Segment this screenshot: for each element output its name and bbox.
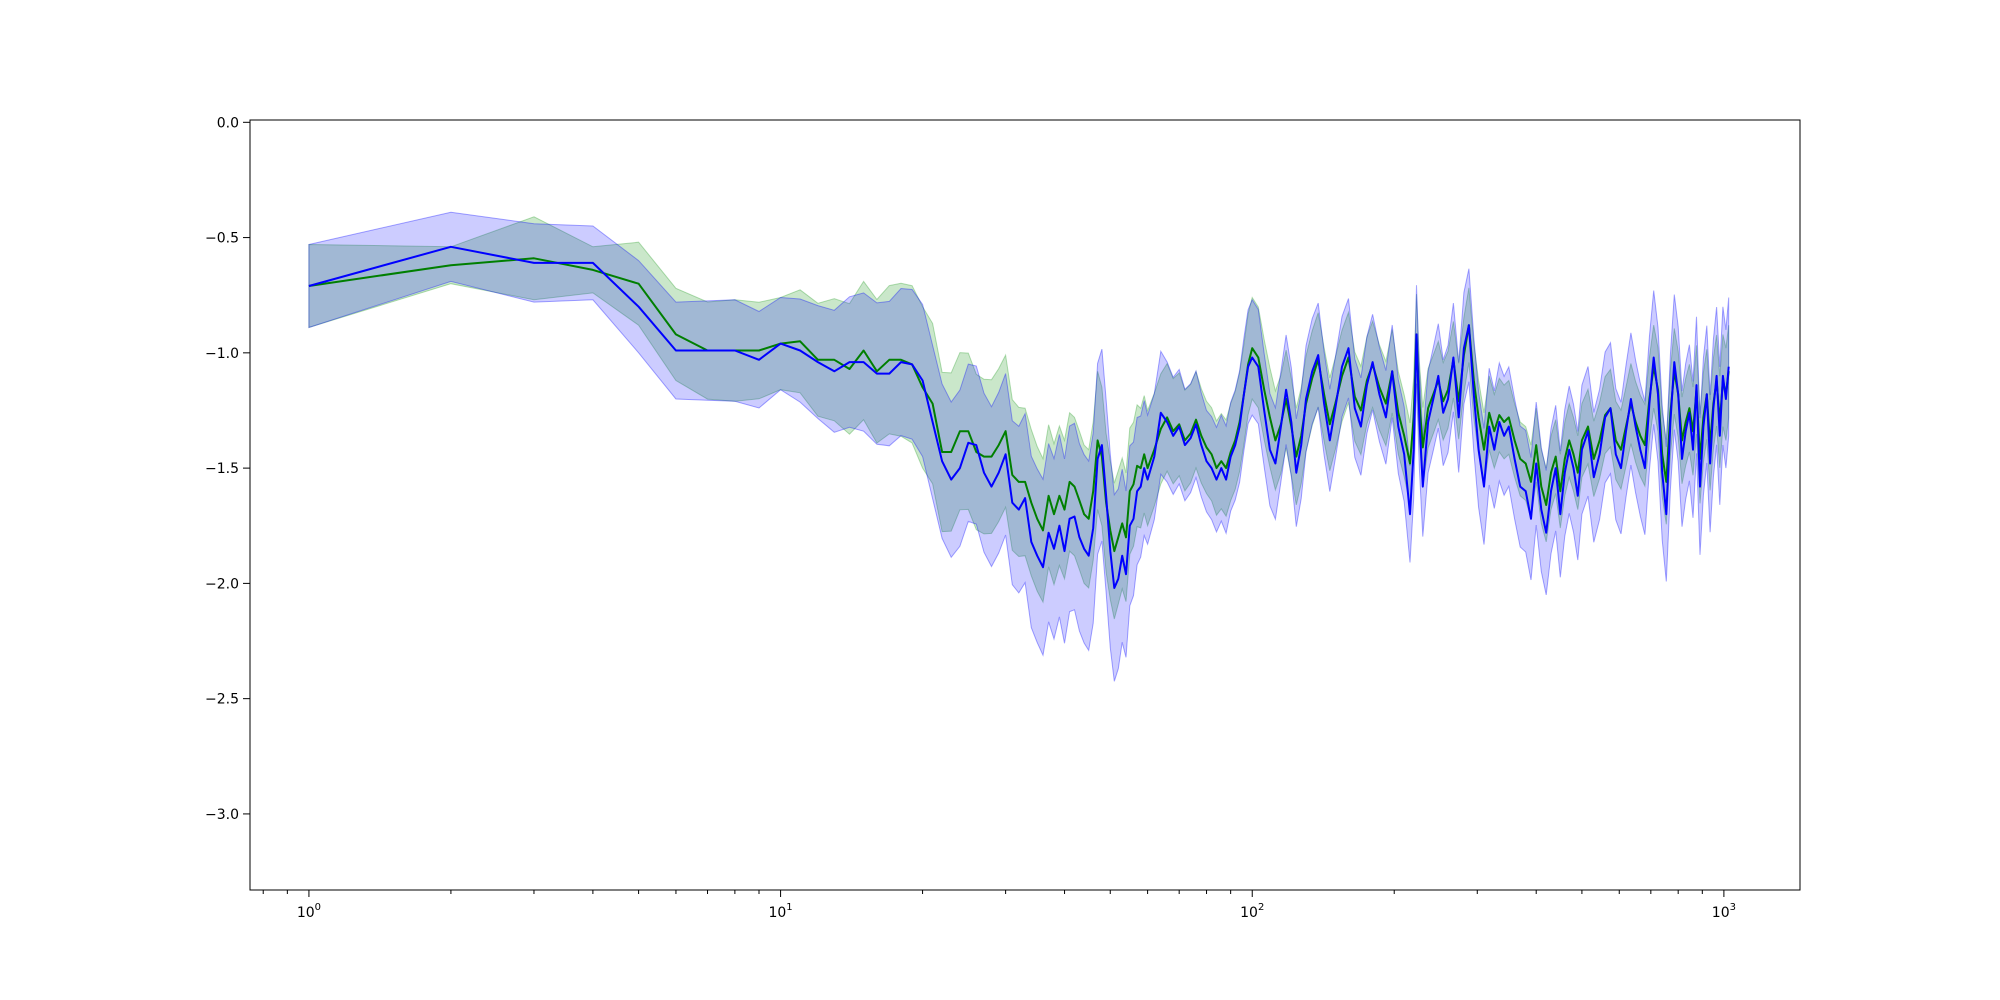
x-tick-label: 103 <box>1712 902 1736 921</box>
y-tick-label: −1.0 <box>205 346 239 362</box>
x-axis: 100 101 102 103 <box>262 890 1736 921</box>
plot-frame <box>249 119 1801 891</box>
x-tick-label: 101 <box>768 902 792 921</box>
confidence-band-2 <box>308 211 1730 682</box>
y-tick-label: −1.5 <box>205 461 239 477</box>
x-tick-label: 100 <box>297 902 321 921</box>
series-lines <box>308 245 1730 589</box>
x-tick-label: 102 <box>1240 902 1264 921</box>
y-tick-label: −3.0 <box>205 807 239 823</box>
y-tick-label: −2.0 <box>205 576 239 592</box>
y-axis: 0.0 −0.5 −1.0 −1.5 −2.0 −2.5 −3.0 <box>205 115 250 823</box>
y-tick-label: 0.0 <box>217 115 239 131</box>
y-tick-label: −0.5 <box>205 231 239 247</box>
y-tick-label: −2.5 <box>205 692 239 708</box>
series-line-2 <box>308 245 1730 589</box>
